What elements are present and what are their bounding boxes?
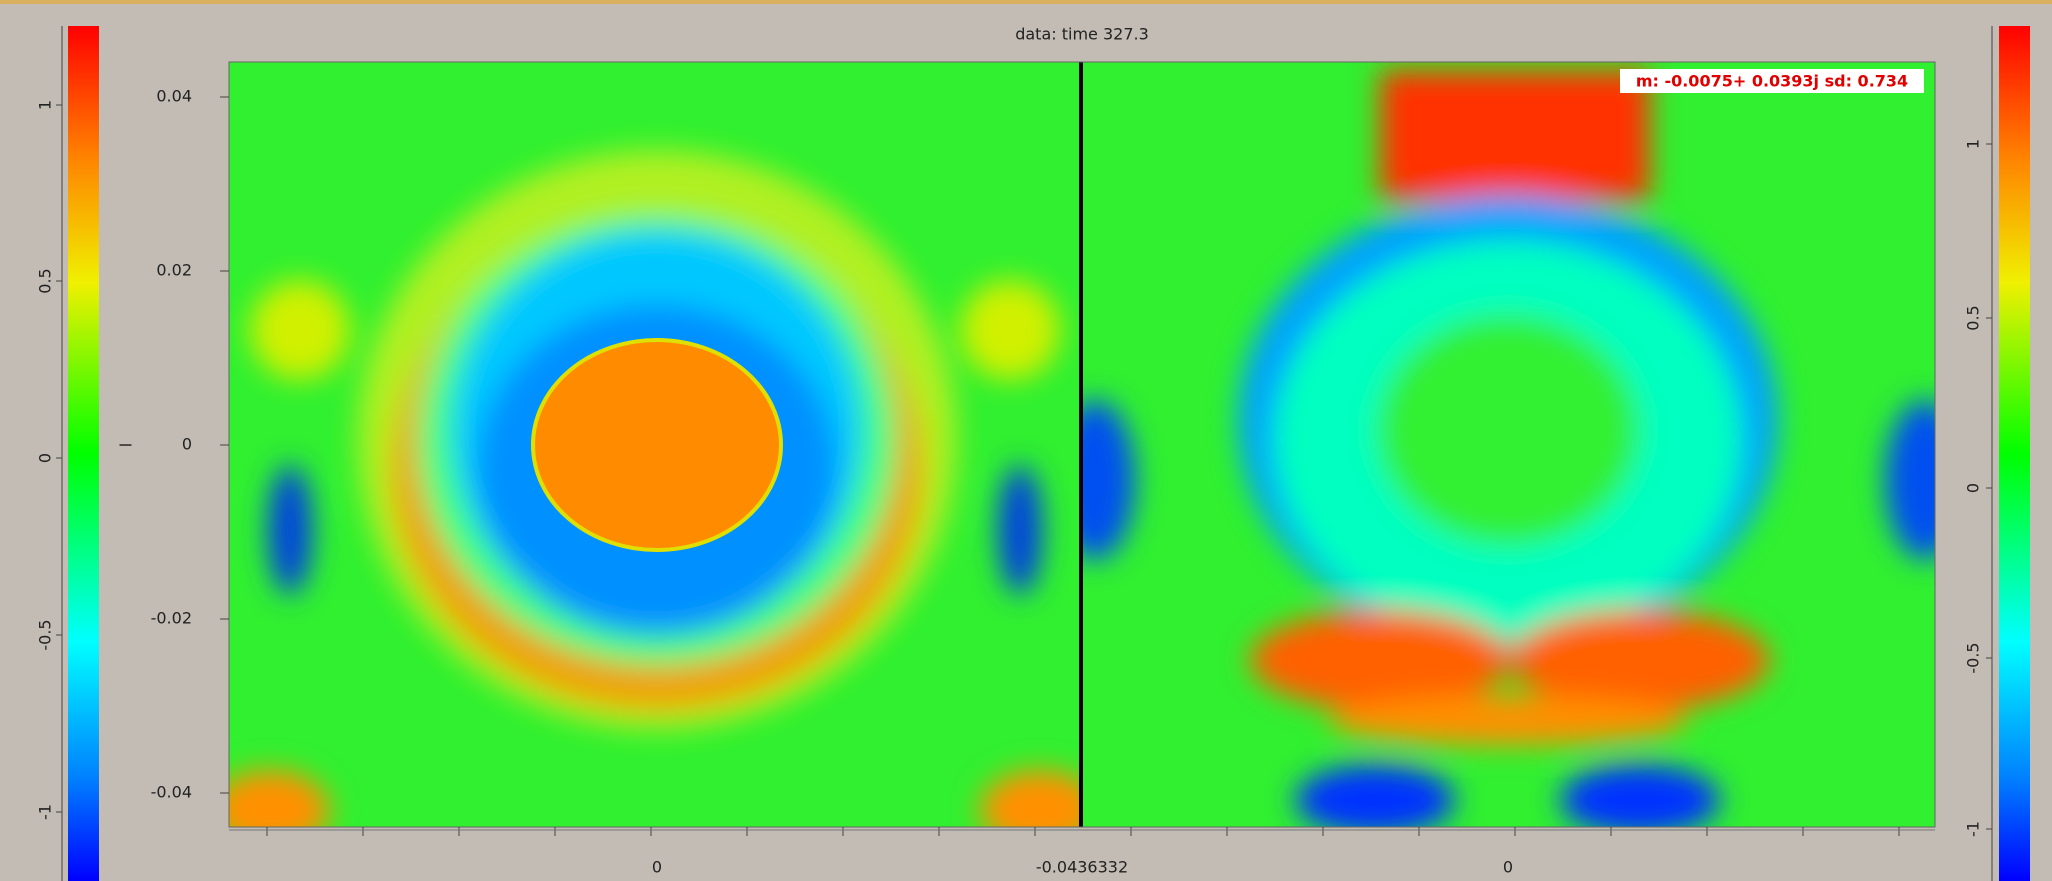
- left-colorbar: [68, 26, 99, 881]
- x-tick-label: -0.0436332: [1036, 858, 1128, 877]
- colorbar-tick-label: 0.5: [1964, 305, 1983, 330]
- plot-title: data: time 327.3: [1015, 25, 1149, 44]
- colorbar-tick-label: -0.5: [1964, 642, 1983, 673]
- y-tick-label: -0.04: [151, 783, 192, 802]
- colorbar-tick-label: -1: [1964, 821, 1983, 837]
- x-tick-label: 0: [1503, 858, 1513, 877]
- y-tick-label: 0: [182, 435, 192, 454]
- colorbar-tick-label: -0.5: [36, 619, 55, 650]
- page: 1 0.5 0 -0.5 -1 1 0.5 0 -0.5 -1 data: time 327.3: [0, 0, 2052, 881]
- right-colorbar-ticks: 1 0.5 0 -0.5 -1: [1964, 139, 1993, 837]
- annotation: m: -0.0075+ 0.0393j sd: 0.734: [1636, 72, 1908, 91]
- y-axis-label: l: [117, 443, 136, 447]
- plot-window: 1 0.5 0 -0.5 -1 1 0.5 0 -0.5 -1 data: time 327.3: [0, 0, 2052, 881]
- x-axis-ticks: 0 -0.0436332 0: [229, 827, 1935, 877]
- colorbar-tick-label: 1: [36, 100, 55, 110]
- colorbar-tick-label: -1: [36, 804, 55, 820]
- colorbar-tick-label: 1: [1964, 139, 1983, 149]
- y-tick-label: 0.04: [156, 87, 192, 106]
- left-colorbar-ticks: 1 0.5 0 -0.5 -1: [36, 100, 63, 820]
- left-heatmap: [210, 62, 1100, 850]
- x-tick-label: 0: [652, 858, 662, 877]
- right-colorbar: [1999, 26, 2030, 881]
- colorbar-tick-label: 0: [1964, 483, 1983, 493]
- y-tick-label: -0.02: [151, 609, 192, 628]
- colorbar-tick-label: 0.5: [36, 268, 55, 293]
- colorbar-tick-label: 0: [36, 453, 55, 463]
- y-axis-ticks: 0.04 0.02 0 -0.02 -0.04: [151, 87, 229, 802]
- right-heatmap: [1055, 62, 1965, 835]
- y-tick-label: 0.02: [156, 261, 192, 280]
- window-border: [0, 0, 2052, 4]
